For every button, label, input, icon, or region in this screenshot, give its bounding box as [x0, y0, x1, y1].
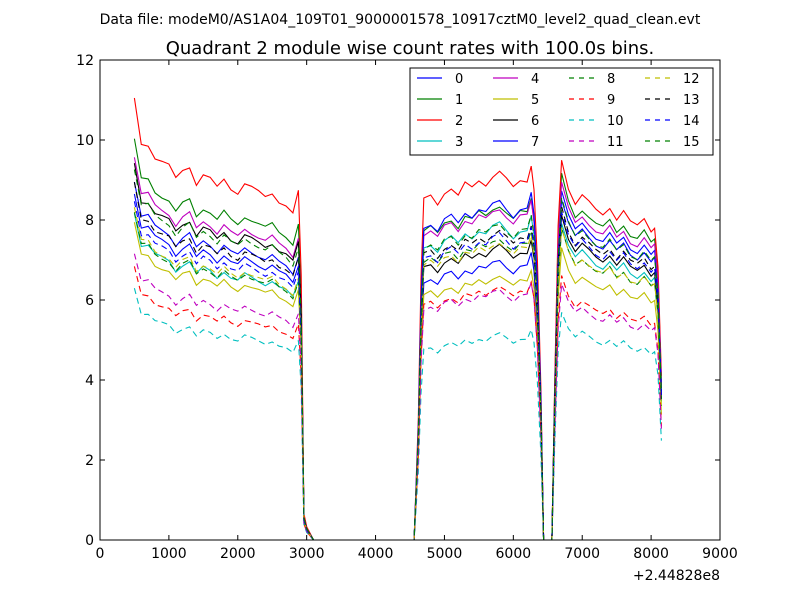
series-line-14	[133, 201, 662, 540]
legend-label-4: 4	[531, 72, 539, 87]
x-tick-label: 6000	[496, 546, 532, 562]
x-tick-label: 3000	[289, 546, 325, 562]
x-tick-label: 5000	[427, 546, 463, 562]
legend-label-10: 10	[607, 114, 624, 129]
y-tick-label: 8	[85, 213, 94, 229]
series-line-11	[133, 253, 662, 540]
series-line-6	[133, 163, 662, 540]
series-line-8	[133, 212, 662, 540]
chart-suptitle: Data file: modeM0/AS1A04_109T01_90000015…	[100, 12, 701, 28]
x-tick-label: 2000	[220, 546, 256, 562]
legend-label-8: 8	[607, 72, 615, 87]
chart-title: Quadrant 2 module wise count rates with …	[166, 38, 655, 59]
y-tick-label: 10	[76, 133, 94, 149]
legend-label-1: 1	[455, 93, 463, 108]
series-layer	[133, 97, 662, 540]
legend-box	[409, 67, 714, 156]
series-line-3	[133, 213, 662, 540]
y-tick-label: 2	[85, 453, 94, 469]
y-tick-label: 12	[76, 53, 94, 69]
legend-label-7: 7	[531, 135, 539, 150]
series-line-5	[133, 222, 662, 540]
legend-label-3: 3	[455, 135, 463, 150]
series-line-1	[133, 138, 662, 540]
series-line-9	[133, 266, 662, 540]
legend-label-6: 6	[531, 114, 539, 129]
legend-label-0: 0	[455, 72, 463, 87]
series-line-4	[133, 157, 662, 540]
series-line-0	[133, 181, 662, 540]
x-tick-label: 8000	[633, 546, 669, 562]
series-line-2	[133, 97, 662, 540]
y-tick-label: 0	[85, 533, 94, 549]
legend-label-12: 12	[683, 72, 700, 87]
series-line-13	[133, 182, 662, 540]
series-line-10	[133, 288, 662, 540]
legend-label-9: 9	[607, 93, 615, 108]
x-tick-label: 9000	[702, 546, 738, 562]
series-line-12	[133, 207, 662, 540]
legend-label-2: 2	[455, 114, 463, 129]
legend-label-14: 14	[683, 114, 700, 129]
x-tick-label: 4000	[358, 546, 394, 562]
y-tick-label: 6	[85, 293, 94, 309]
legend-label-11: 11	[607, 135, 624, 150]
legend-label-15: 15	[683, 135, 700, 150]
axis-layer: 0 1000 2000 3000 4000 5000 6000 7000 8000 9000 0 2 4…	[76, 53, 738, 562]
x-tick-label: 0	[96, 546, 105, 562]
legend-label-13: 13	[683, 93, 700, 108]
series-line-15	[133, 169, 662, 540]
legend-label-5: 5	[531, 93, 539, 108]
x-offset-label: +2.44828e8	[633, 568, 720, 584]
x-tick-label: 7000	[564, 546, 600, 562]
series-line-7	[133, 192, 662, 540]
y-tick-label: 4	[85, 373, 94, 389]
x-tick-label: 1000	[151, 546, 187, 562]
